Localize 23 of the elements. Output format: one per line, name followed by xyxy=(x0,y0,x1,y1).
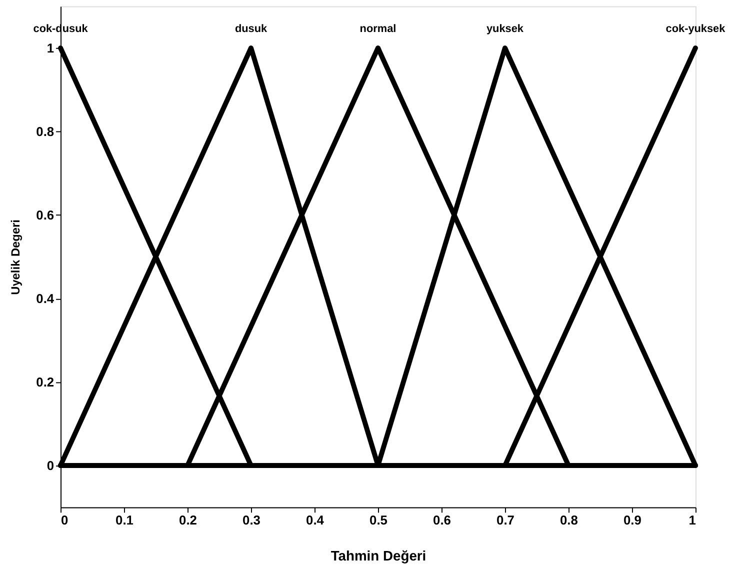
y-tick-label: 0.2 xyxy=(36,374,54,390)
series-label: yuksek xyxy=(486,23,524,36)
x-tick-label: 0.5 xyxy=(370,512,388,528)
x-tick-label: 0.1 xyxy=(116,512,134,528)
y-tick-label: 0.8 xyxy=(36,124,54,139)
x-tick-label: 0.2 xyxy=(179,512,197,528)
x-tick-label: 0.7 xyxy=(496,512,514,528)
x-tick-label: 0.3 xyxy=(242,512,260,528)
x-tick-label: 0 xyxy=(61,512,68,528)
x-tick-label: 0.6 xyxy=(433,512,451,528)
x-tick-label: 0.9 xyxy=(624,512,642,528)
y-tick-label: 0.4 xyxy=(36,290,55,306)
x-axis-title: Tahmin Değeri xyxy=(330,547,426,564)
y-tick-label: 1 xyxy=(46,40,54,56)
series-label: dusuk xyxy=(234,23,268,36)
y-tick-label: 0 xyxy=(46,458,54,473)
y-axis-title: Uyelik Degeri xyxy=(8,220,22,295)
series-label: cok-yuksek xyxy=(666,23,726,36)
y-tick-label: 0.6 xyxy=(36,207,54,222)
series-label: normal xyxy=(360,23,396,36)
x-tick-label: 0.4 xyxy=(306,512,325,528)
x-tick-label: 1 xyxy=(688,512,696,528)
x-tick-label: 0.8 xyxy=(560,512,578,528)
